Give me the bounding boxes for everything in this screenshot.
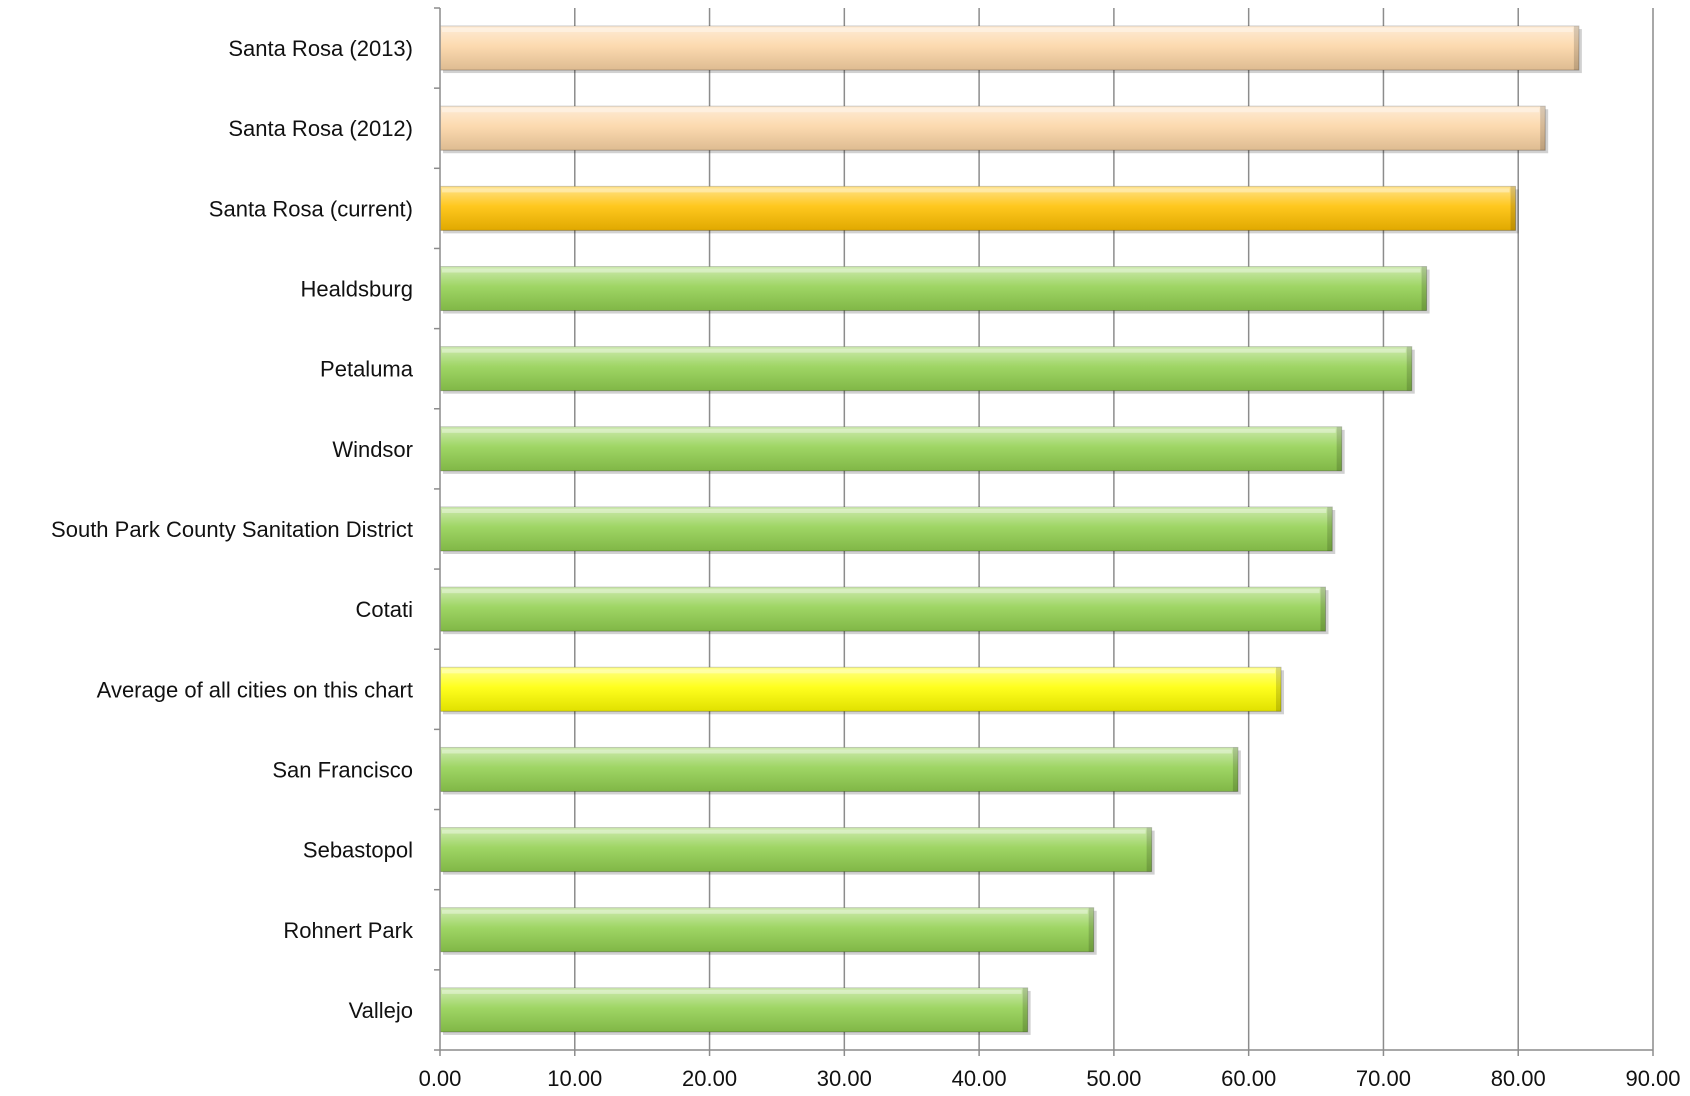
bar-highlight-12: [442, 989, 1022, 994]
bars: [439, 25, 1582, 1035]
bar-7: [439, 586, 1329, 635]
bar-3: [439, 266, 1430, 314]
bar-highlight-7: [442, 589, 1320, 594]
category-label-9: San Francisco: [272, 757, 413, 782]
category-label-4: Petaluma: [320, 357, 414, 382]
bar-11: [439, 907, 1097, 955]
bar-end-4: [1406, 346, 1412, 391]
bar-highlight-0: [442, 28, 1573, 33]
bar-shine-2: [440, 186, 1516, 231]
category-label-11: Rohnert Park: [283, 918, 414, 943]
bar-end-6: [1327, 507, 1333, 551]
x-tick-label-5: 50.00: [1086, 1066, 1141, 1091]
category-label-0: Santa Rosa (2013): [228, 36, 413, 61]
bar-shine-10: [440, 827, 1152, 872]
bar-highlight-8: [442, 669, 1276, 674]
bar-0: [439, 25, 1582, 74]
bar-highlight-9: [442, 749, 1232, 754]
bar-shine-7: [440, 587, 1326, 632]
bar-end-10: [1146, 827, 1152, 872]
bar-highlight-3: [442, 268, 1421, 273]
bar-highlight-1: [442, 108, 1540, 113]
category-label-2: Santa Rosa (current): [209, 196, 413, 221]
bar-highlight-2: [442, 188, 1510, 193]
x-tick-label-8: 80.00: [1491, 1066, 1546, 1091]
x-tick-label-4: 40.00: [952, 1066, 1007, 1091]
bar-shine-1: [440, 106, 1546, 151]
bar-end-1: [1540, 106, 1546, 151]
bar-highlight-4: [442, 348, 1406, 353]
axes: [434, 7, 1654, 1056]
category-label-7: Cotati: [356, 597, 413, 622]
bar-end-12: [1022, 987, 1028, 1032]
x-tick-label-6: 60.00: [1221, 1066, 1276, 1091]
bar-end-2: [1510, 186, 1516, 231]
bar-end-0: [1573, 26, 1579, 71]
bar-2: [439, 185, 1519, 234]
category-label-12: Vallejo: [349, 998, 413, 1023]
category-label-10: Sebastopol: [303, 838, 413, 863]
category-label-8: Average of all cities on this chart: [97, 677, 413, 702]
x-tick-label-1: 10.00: [547, 1066, 602, 1091]
bar-highlight-10: [442, 829, 1146, 834]
bar-shine-4: [440, 346, 1412, 391]
bar-6: [439, 506, 1336, 554]
x-tick-label-0: 0.00: [419, 1066, 462, 1091]
bar-end-7: [1320, 587, 1326, 632]
bar-shine-12: [440, 987, 1028, 1032]
bar-highlight-6: [442, 509, 1327, 513]
bar-5: [439, 426, 1345, 474]
category-label-1: Santa Rosa (2012): [228, 116, 413, 141]
category-label-6: South Park County Sanitation District: [51, 517, 413, 542]
tick-labels: 0.00 10.00 20.00 30.00 40.00 50.00 60.00 70.00 8…: [419, 1066, 1681, 1091]
bar-shine-8: [440, 667, 1282, 712]
bar-end-8: [1276, 667, 1282, 712]
bar-shine-0: [440, 26, 1579, 71]
category-labels: Santa Rosa (2013) Santa Rosa (2012) Santa …: [51, 36, 414, 1023]
bar-shine-5: [440, 426, 1342, 471]
bar-shine-6: [440, 507, 1333, 551]
bar-12: [439, 987, 1031, 1035]
bar-end-9: [1232, 747, 1238, 792]
category-label-3: Healdsburg: [300, 277, 413, 302]
bar-end-5: [1336, 426, 1342, 471]
bar-shine-11: [440, 907, 1094, 952]
bar-1: [439, 105, 1549, 154]
x-tick-label-3: 30.00: [817, 1066, 872, 1091]
bar-end-11: [1088, 907, 1094, 952]
x-tick-label-7: 70.00: [1356, 1066, 1411, 1091]
x-tick-label-2: 20.00: [682, 1066, 737, 1091]
bar-10: [439, 827, 1155, 875]
bar-4: [439, 346, 1415, 394]
bar-shine-3: [440, 266, 1427, 311]
bar-9: [439, 746, 1241, 795]
bar-end-3: [1421, 266, 1427, 311]
bar-highlight-11: [442, 909, 1088, 914]
bar-8: [439, 666, 1285, 715]
category-label-5: Windsor: [332, 437, 413, 462]
x-tick-label-9: 90.00: [1625, 1066, 1680, 1091]
bar-highlight-5: [442, 428, 1336, 433]
bar-shine-9: [440, 747, 1238, 792]
